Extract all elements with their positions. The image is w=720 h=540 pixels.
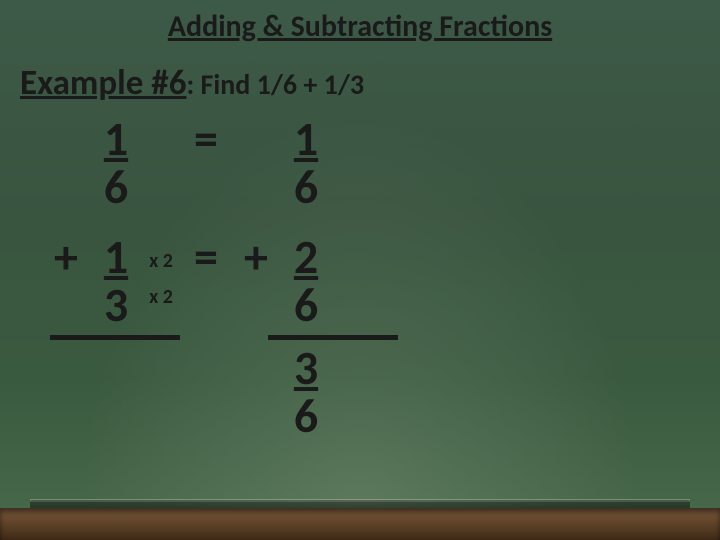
row1-annot-bot: [140, 133, 182, 149]
slide-title: Adding & Subtracting Fractions: [0, 8, 720, 45]
row1-left-fraction: 1 6: [92, 115, 140, 211]
answer-row: 3 6: [40, 344, 398, 440]
answer-fraction: 3 6: [282, 344, 330, 440]
row2-plus-left: +: [40, 233, 92, 281]
row2-right-fraction: 2 6: [282, 233, 330, 329]
row2-plus-right: +: [230, 233, 282, 281]
row2-annotations: x 2 x 2: [140, 233, 182, 307]
example-label: Example #6: [20, 62, 186, 104]
subtitle-prompt: Find 1/6 + 1/3: [201, 67, 365, 102]
row2-left-numerator: 1: [92, 233, 140, 281]
wood-frame-bottom: [0, 508, 720, 540]
sum-lines: [40, 329, 398, 340]
row1-right-fraction: 1 6: [282, 115, 330, 211]
slide-subtitle: Example #6: Find 1/6 + 1/3: [20, 62, 364, 104]
row1-right-numerator: 1: [282, 115, 330, 163]
row2-right-denominator: 6: [282, 281, 330, 329]
row1-equals: =: [182, 115, 230, 163]
math-work: 1 6 = 1 6 + 1 3 x 2 x 2: [40, 115, 398, 440]
row2-left-fraction: 1 3: [92, 233, 140, 329]
row1-annotations: [140, 115, 182, 149]
row1-right-denominator: 6: [282, 163, 330, 211]
answer-numerator: 3: [282, 344, 330, 392]
row2-right-numerator: 2: [282, 233, 330, 281]
row1-left-denominator: 6: [92, 163, 140, 211]
subtitle-sep: :: [186, 67, 200, 102]
row2-equals: =: [182, 233, 230, 281]
row1-left-numerator: 1: [92, 115, 140, 163]
chalkboard-background: Adding & Subtracting Fractions Example #…: [0, 0, 720, 540]
row2-annot-top: x 2: [140, 251, 182, 271]
answer-denominator: 6: [282, 392, 330, 440]
math-row-2: + 1 3 x 2 x 2 = + 2 6: [40, 233, 398, 329]
math-row-1: 1 6 = 1 6: [40, 115, 398, 211]
row2-annot-bot: x 2: [140, 271, 182, 307]
sumline-left: [50, 335, 180, 340]
row2-left-denominator: 3: [92, 281, 140, 329]
sumline-right: [268, 335, 398, 340]
